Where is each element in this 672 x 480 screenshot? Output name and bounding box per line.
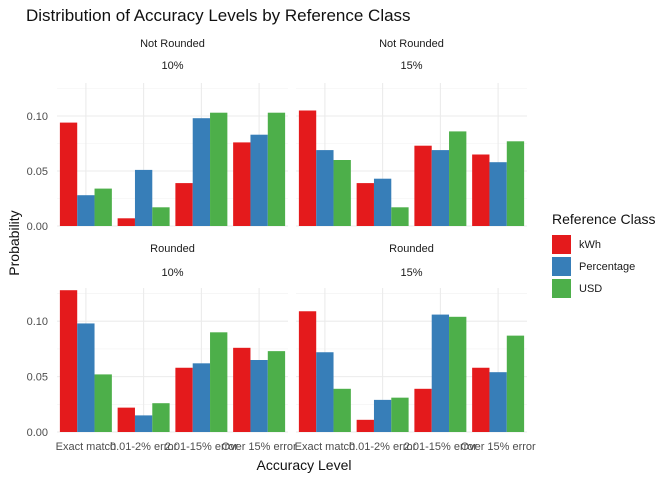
- bar: [373, 178, 392, 226]
- facet-strip-label: Rounded: [389, 243, 434, 255]
- bar: [489, 372, 507, 432]
- x-tick-label: Exact match: [295, 441, 356, 453]
- legend-swatch: [552, 279, 571, 298]
- bar: [316, 150, 334, 226]
- bar: [431, 150, 450, 226]
- bar: [77, 195, 95, 226]
- bar: [414, 388, 432, 432]
- bar: [489, 162, 507, 226]
- facet-panel: Rounded 10% 0.00 0.05 0.10 Exact match0.01-2%…: [27, 243, 297, 453]
- legend-label: USD: [579, 283, 602, 295]
- chart-panels: Not Rounded 10% 0.00 0.05 0.10 Not Rounded 15%…: [27, 38, 536, 453]
- facet-strip-label: 15%: [400, 267, 422, 279]
- bar: [414, 145, 432, 226]
- bar: [77, 323, 95, 432]
- facet-panel: Not Rounded 10% 0.00 0.05 0.10: [27, 38, 288, 233]
- bar: [506, 141, 525, 226]
- bar: [298, 311, 317, 432]
- y-tick-label: 0.10: [27, 111, 48, 123]
- bar: [59, 122, 78, 226]
- legend-swatch: [552, 257, 571, 276]
- x-tick-label: 0.01-2% error: [110, 441, 178, 453]
- bar: [298, 110, 317, 226]
- legend-swatch: [552, 235, 571, 254]
- bar: [356, 419, 374, 432]
- x-tick-label: 2.01-15% error: [404, 441, 478, 453]
- bar: [233, 142, 251, 226]
- bar: [192, 118, 211, 226]
- x-tick-label: 0.01-2% error: [349, 441, 417, 453]
- bar: [175, 183, 193, 226]
- bar: [267, 112, 286, 226]
- x-tick-label: Exact match: [56, 441, 117, 453]
- bar: [175, 367, 193, 432]
- bar: [134, 169, 153, 226]
- y-axis-title: Probability: [6, 210, 22, 275]
- bar: [356, 183, 374, 226]
- facet-panel: Not Rounded 15%: [296, 38, 527, 227]
- bar: [267, 351, 286, 432]
- bar: [210, 112, 228, 226]
- bar: [250, 360, 268, 432]
- bar: [117, 407, 135, 432]
- x-tick-label: 2.01-15% error: [165, 441, 239, 453]
- bar: [316, 352, 334, 432]
- x-axis-title: Accuracy Level: [257, 457, 352, 473]
- bar: [117, 218, 135, 226]
- bar: [391, 397, 409, 432]
- bar: [472, 367, 490, 432]
- x-tick-label: Over 15% error: [461, 441, 537, 453]
- bar: [134, 415, 153, 432]
- bar: [333, 160, 351, 226]
- legend-title: Reference Class: [552, 211, 656, 227]
- bar: [152, 207, 170, 226]
- bar: [431, 314, 450, 432]
- bar: [233, 347, 251, 432]
- bar: [59, 290, 78, 432]
- facet-strip-label: 15%: [400, 60, 422, 72]
- bar: [333, 388, 351, 432]
- y-tick-label: 0.00: [27, 221, 48, 233]
- bar: [94, 374, 112, 432]
- facet-strip-label: Not Rounded: [379, 38, 444, 50]
- y-tick-label: 0.00: [27, 427, 48, 439]
- facet-strip-label: 10%: [161, 60, 183, 72]
- bar: [210, 332, 228, 432]
- bar: [373, 399, 392, 432]
- y-tick-label: 0.10: [27, 316, 48, 328]
- bar: [472, 154, 490, 226]
- bar: [391, 207, 409, 226]
- bar: [152, 403, 170, 432]
- facet-strip-label: Rounded: [150, 243, 195, 255]
- facet-strip-label: 10%: [161, 267, 183, 279]
- bar: [449, 316, 467, 432]
- y-tick-label: 0.05: [27, 372, 48, 384]
- legend-label: kWh: [579, 239, 601, 251]
- facet-strip-label: Not Rounded: [140, 38, 205, 50]
- bar: [94, 188, 112, 226]
- y-tick-label: 0.05: [27, 166, 48, 178]
- x-tick-label: Over 15% error: [222, 441, 298, 453]
- bar: [449, 131, 467, 226]
- legend-label: Percentage: [579, 261, 635, 273]
- legend: Reference Class kWh Percentage USD: [552, 211, 656, 298]
- chart-title: Distribution of Accuracy Levels by Refer…: [26, 6, 411, 25]
- bar: [192, 363, 211, 432]
- bar: [250, 134, 268, 226]
- bar: [506, 335, 525, 432]
